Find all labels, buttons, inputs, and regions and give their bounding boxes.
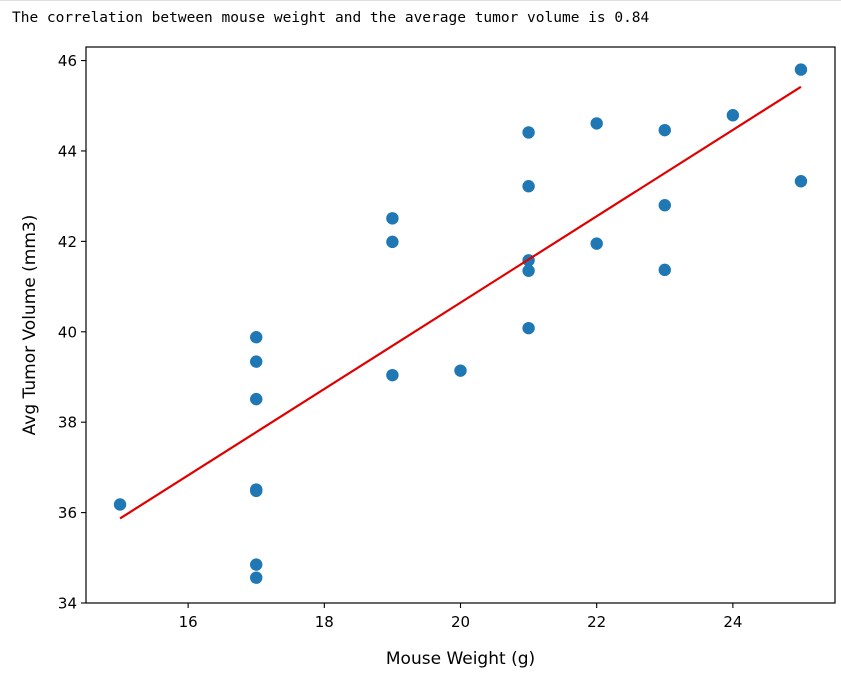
y-tick-label: 44 (58, 142, 77, 160)
scatter-point (726, 109, 740, 122)
regression-line (119, 85, 802, 520)
scatter-point (658, 263, 671, 277)
scatter-point (794, 63, 808, 76)
scatter-point (386, 235, 399, 249)
scatter-point (522, 264, 535, 277)
cell-top-border (0, 0, 841, 1)
correlation-output-text: The correlation between mouse weight and… (12, 10, 650, 26)
scatter-point (794, 175, 808, 188)
plot-frame (85, 46, 836, 604)
y-tick-label: 34 (58, 595, 77, 613)
scatter-point (454, 364, 467, 377)
y-tick-label: 40 (58, 323, 77, 341)
y-tick-label: 38 (58, 414, 77, 432)
y-tick-label: 42 (58, 233, 77, 251)
scatter-point (386, 368, 399, 382)
x-tick-label: 16 (179, 613, 198, 631)
y-tick-label: 36 (58, 504, 77, 522)
x-tick-label: 22 (587, 613, 606, 631)
scatter-point (590, 117, 603, 130)
scatter-point (522, 180, 535, 193)
x-tick-label: 18 (315, 613, 334, 631)
scatter-point (658, 199, 671, 212)
scatter-point (250, 558, 263, 571)
scatter-point (522, 126, 535, 139)
y-axis-label: Avg Tumor Volume (mm3) (20, 215, 40, 436)
x-tick-label: 24 (723, 613, 742, 631)
scatter-point (522, 321, 535, 335)
scatter-point (250, 392, 263, 406)
scatter-point (250, 355, 263, 368)
scatter-point (250, 331, 263, 344)
scatter-point (113, 498, 127, 511)
scatter-point (250, 484, 263, 498)
scatter-point (658, 123, 671, 137)
x-tick-label: 20 (451, 613, 470, 631)
scatter-point (590, 237, 603, 250)
scatter-point (386, 212, 399, 225)
scatter-point (250, 571, 263, 584)
x-axis-label: Mouse Weight (g) (386, 649, 535, 669)
y-tick-label: 46 (58, 52, 77, 70)
